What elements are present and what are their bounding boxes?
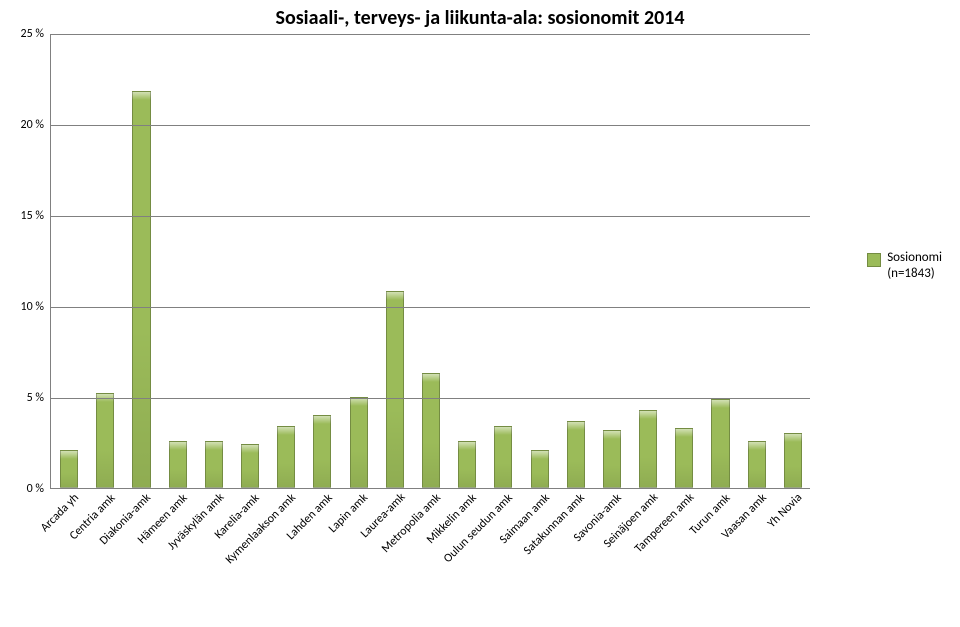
bar [494,426,512,488]
gridline [51,125,810,126]
y-tick-label: 25 % [2,27,44,41]
bar [422,373,440,488]
x-tick-label: Yh Novia [765,491,805,531]
chart-title: Sosiaali-, terveys- ja liikunta-ala: sos… [0,6,960,30]
y-tick-label: 20 % [2,118,44,132]
legend: Sosionomi (n=1843) [867,250,942,281]
bar [350,397,368,488]
legend-text: Sosionomi (n=1843) [887,250,942,281]
plot-area [50,34,810,489]
gridline [51,34,810,35]
bar [531,450,549,488]
bar [132,91,150,488]
legend-swatch [867,253,881,267]
bar [639,410,657,488]
legend-line-2: (n=1843) [887,266,942,282]
x-axis-labels: Arcada yhCentria amkDiakonia-amkHämeen a… [50,489,810,619]
bar [711,399,729,488]
bar [241,444,259,488]
bar [748,441,766,488]
bar [313,415,331,488]
gridline [51,216,810,217]
bar [458,441,476,488]
bar [784,433,802,488]
bar [675,428,693,488]
chart-container: Sosiaali-, terveys- ja liikunta-ala: sos… [0,0,960,627]
bar [60,450,78,488]
bar [96,393,114,488]
y-tick-label: 0 % [2,482,44,496]
bar [386,291,404,488]
bar [567,421,585,488]
bar [603,430,621,488]
y-tick-label: 5 % [2,391,44,405]
y-tick-label: 10 % [2,300,44,314]
gridline [51,307,810,308]
y-tick-label: 15 % [2,209,44,223]
bar [277,426,295,488]
gridline [51,398,810,399]
bar [205,441,223,488]
bar [169,441,187,488]
legend-line-1: Sosionomi [887,250,942,266]
bars-layer [51,34,810,488]
